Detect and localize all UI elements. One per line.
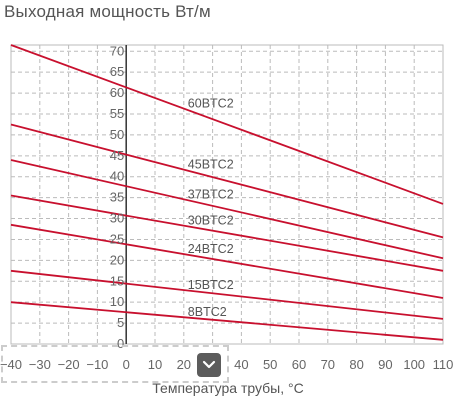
y-tick-label: 20 — [110, 252, 124, 267]
chevron-down-icon — [202, 360, 216, 369]
series-label: 30BTC2 — [188, 214, 234, 228]
y-tick-label: 65 — [110, 64, 124, 79]
y-tick-label: 60 — [110, 85, 124, 100]
series-line — [10, 44, 444, 205]
series-label: 60BTC2 — [188, 97, 234, 111]
axes — [10, 44, 444, 345]
y-tick-label: 50 — [110, 127, 124, 142]
series-label: 37BTC2 — [188, 187, 234, 201]
x-tick-label: −10 — [86, 357, 108, 372]
y-tick-label: 10 — [110, 294, 124, 309]
series-line — [10, 223, 444, 299]
series-line — [10, 301, 444, 341]
series-line — [10, 269, 444, 320]
dropdown-button[interactable] — [197, 353, 221, 377]
x-tick-label: 70 — [321, 357, 335, 372]
x-tick-label: 90 — [378, 357, 392, 372]
x-tick-labels: −40−30−20−100102030405060708090100110 — [0, 357, 453, 372]
series-label: 8BTC2 — [188, 305, 227, 319]
y-tick-label: 15 — [110, 273, 124, 288]
x-tick-label: 10 — [148, 357, 162, 372]
series-label: 45BTC2 — [188, 158, 234, 172]
x-tick-label: −40 — [0, 357, 22, 372]
series-labels: 60BTC2 45BTC2 37BTC2 30BTC2 24BTC2 15BTC2 8BTC… — [188, 97, 234, 320]
x-tick-label: −30 — [29, 357, 51, 372]
x-tick-label: 40 — [234, 357, 248, 372]
series-label: 24BTC2 — [188, 242, 234, 256]
x-tick-label: 20 — [177, 357, 191, 372]
y-tick-label: 55 — [110, 106, 124, 121]
y-tick-label: 35 — [110, 190, 124, 205]
series-line — [10, 194, 444, 272]
series-lines — [10, 44, 444, 341]
x-axis-label: Температура трубы, °C — [152, 380, 303, 396]
y-tick-label: 25 — [110, 231, 124, 246]
dropdown-highlight — [1, 345, 229, 383]
y-tick-label: 30 — [110, 211, 124, 226]
series-label: 15BTC2 — [188, 278, 234, 292]
y-tick-label: 45 — [110, 148, 124, 163]
series-line — [10, 123, 444, 239]
x-tick-label: 110 — [433, 357, 454, 372]
series-line — [10, 159, 444, 260]
x-tick-label: 60 — [292, 357, 306, 372]
x-tick-label: 50 — [263, 357, 277, 372]
chart-title: Выходная мощность Вт/м — [4, 2, 211, 21]
x-tick-label: −20 — [58, 357, 80, 372]
y-tick-label: 40 — [110, 169, 124, 184]
x-tick-label: 80 — [349, 357, 363, 372]
plot-frame — [10, 44, 444, 345]
y-tick-labels: 0 5 10 15 20 25 30 35 40 45 50 55 60 65 70 — [110, 43, 124, 351]
x-tick-label: 100 — [403, 357, 425, 372]
x-tick-label: 0 — [123, 357, 130, 372]
y-tick-label: 5 — [117, 315, 124, 330]
y-tick-label: 0 — [117, 336, 124, 351]
y-tick-label: 70 — [110, 43, 124, 58]
